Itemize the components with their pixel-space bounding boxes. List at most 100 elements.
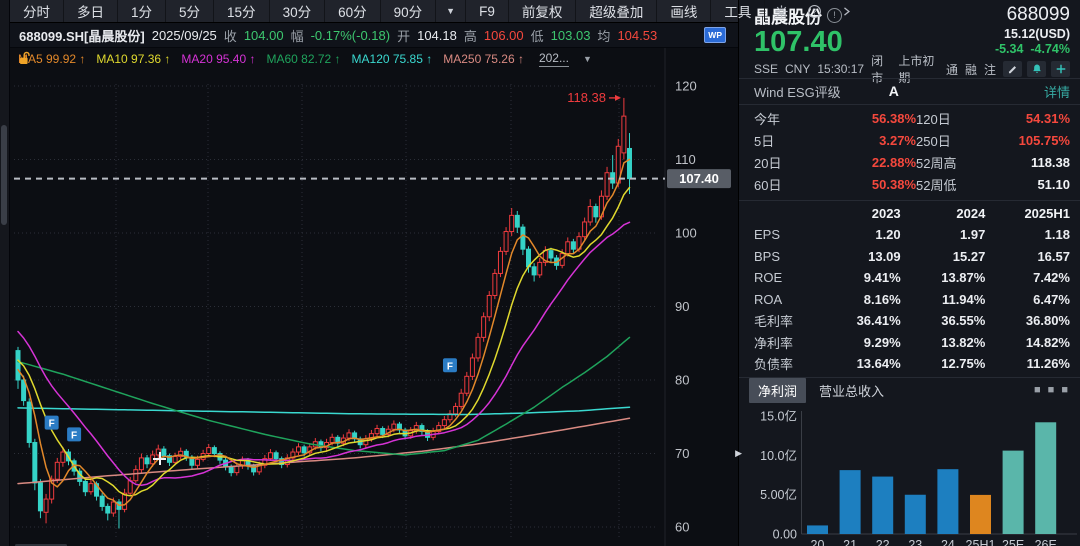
wind-wp-icon[interactable]: WP bbox=[704, 27, 726, 43]
candle bbox=[251, 465, 257, 473]
candle bbox=[15, 350, 21, 381]
chart-gridlines bbox=[14, 48, 666, 546]
toolbar-item-f9[interactable]: F9 bbox=[466, 0, 509, 22]
info-field: 均 bbox=[597, 28, 611, 44]
toolbar-item-分时[interactable]: 分时 bbox=[10, 0, 64, 22]
info-field: 688099.SH[晶晨股份] bbox=[19, 28, 145, 44]
esg-detail-link[interactable]: 详情 bbox=[1043, 84, 1070, 100]
bell-icon[interactable] bbox=[1027, 61, 1046, 77]
help-icon[interactable]: ? bbox=[798, 0, 831, 22]
quote-time: 15:30:17 bbox=[817, 62, 865, 76]
dividend-f-badge[interactable] bbox=[442, 358, 457, 373]
candle bbox=[267, 452, 273, 460]
toolbar-item-30分[interactable]: 30分 bbox=[270, 0, 326, 22]
candle bbox=[621, 115, 627, 154]
candle bbox=[26, 401, 32, 443]
info-field: 开 bbox=[397, 28, 411, 44]
gear-icon[interactable] bbox=[765, 0, 798, 22]
stat-value: 105.75% bbox=[1018, 133, 1070, 149]
high-annotation-label: 118.38 bbox=[567, 90, 606, 105]
toolbar-item-15分[interactable]: 15分 bbox=[214, 0, 270, 22]
more-menu-icon[interactable]: ■ ■ ■ bbox=[1033, 384, 1070, 397]
stat-value: 50.38% bbox=[871, 177, 916, 193]
stat-value: 22.88% bbox=[871, 155, 916, 171]
mini-x-label: 23 bbox=[908, 538, 922, 546]
candle bbox=[155, 448, 161, 456]
ma-legend-ma250: MA250 75.26 ↑ bbox=[443, 52, 524, 66]
fin-year-header: 2024 bbox=[956, 205, 986, 221]
ma-line bbox=[17, 406, 631, 416]
toolbar-item-1分[interactable]: 1分 bbox=[118, 0, 167, 22]
fin-year-header: 2023 bbox=[871, 205, 901, 221]
fin-value: 36.80% bbox=[1025, 313, 1070, 329]
fin-value: 36.41% bbox=[856, 313, 901, 329]
stat-label: 20日 bbox=[754, 156, 782, 172]
y-axis-label: 100 bbox=[675, 226, 697, 241]
info-field: 收 bbox=[223, 28, 237, 44]
candle bbox=[60, 451, 66, 463]
mini-bar bbox=[904, 494, 926, 534]
panel-collapse-arrow[interactable]: ▶ bbox=[735, 448, 742, 458]
info-field: 104.53 bbox=[617, 27, 658, 43]
date-range-selector[interactable]: 202... bbox=[538, 51, 569, 67]
candle bbox=[391, 423, 397, 430]
left-scrollbar-thumb[interactable] bbox=[1, 125, 7, 225]
exchange-label: SSE bbox=[754, 62, 779, 76]
toolbar-item-多日[interactable]: 多日 bbox=[64, 0, 118, 22]
dividend-f-badge-text: F bbox=[447, 361, 453, 372]
candle bbox=[49, 478, 55, 500]
candle bbox=[604, 172, 610, 197]
fin-value: 16.57 bbox=[1037, 248, 1070, 264]
fin-value: 11.26% bbox=[1026, 356, 1070, 372]
toolbar-item-5分[interactable]: 5分 bbox=[166, 0, 215, 22]
info-icon[interactable]: ! bbox=[827, 7, 842, 23]
candle bbox=[520, 226, 526, 250]
last-price: 107.40 bbox=[754, 26, 843, 58]
candle bbox=[464, 375, 470, 394]
toolbar-item-60分[interactable]: 60分 bbox=[325, 0, 381, 22]
dividend-f-badge[interactable] bbox=[67, 427, 82, 442]
dividend-f-badge[interactable] bbox=[44, 415, 59, 430]
tab-net-profit[interactable]: 净利润 bbox=[749, 377, 807, 403]
mini-x-label: 25E bbox=[1002, 538, 1024, 546]
toolbar-item-工具[interactable]: 工具 bbox=[711, 0, 766, 22]
range-dropdown-icon[interactable]: ▼ bbox=[582, 54, 592, 64]
fin-value: 13.82% bbox=[941, 334, 986, 350]
toolbar-item-画线[interactable]: 画线 bbox=[657, 0, 712, 22]
candle bbox=[374, 428, 380, 435]
info-field: 高 bbox=[463, 28, 477, 44]
stat-label: 120日 bbox=[916, 112, 951, 128]
horizontal-scrollbar[interactable] bbox=[15, 544, 67, 546]
candle bbox=[458, 392, 464, 407]
interval-dropdown-icon[interactable]: ▼ bbox=[436, 0, 467, 22]
toolbar-item-90分[interactable]: 90分 bbox=[381, 0, 437, 22]
y-axis-label: 120 bbox=[675, 79, 697, 94]
candle bbox=[582, 221, 588, 238]
mini-bar bbox=[839, 469, 861, 534]
candle bbox=[509, 214, 515, 233]
plus-icon[interactable] bbox=[1051, 61, 1070, 77]
candle bbox=[234, 465, 240, 474]
badge-zhu: 注 bbox=[983, 62, 996, 77]
market-status: 闭市 bbox=[871, 54, 884, 85]
candlestick-chart[interactable]: 107.40 120 110 100 90 80 70 60 118.38 F F F bbox=[10, 48, 738, 546]
ma-line bbox=[17, 336, 631, 456]
tab-total-revenue[interactable]: 营业总收入 bbox=[819, 383, 885, 399]
fin-value: 13.09 bbox=[868, 248, 901, 264]
toolbar-item-超级叠加[interactable]: 超级叠加 bbox=[576, 0, 658, 22]
candle bbox=[441, 419, 447, 427]
candle bbox=[368, 433, 374, 440]
svg-text:?: ? bbox=[813, 6, 818, 16]
toolbar-item-前复权[interactable]: 前复权 bbox=[509, 0, 577, 22]
usd-price: 15.12(USD) bbox=[1004, 27, 1070, 41]
currency-label: CNY bbox=[785, 62, 811, 76]
left-scrollbar[interactable] bbox=[0, 0, 10, 546]
fin-row-label: ROA bbox=[754, 291, 783, 307]
pencil-icon[interactable] bbox=[1003, 61, 1022, 77]
mini-x-label: 20 bbox=[811, 538, 825, 546]
esg-label: Wind ESG评级 bbox=[754, 84, 841, 100]
current-price-tag bbox=[667, 169, 731, 189]
chevron-right-icon[interactable] bbox=[831, 0, 862, 22]
candle bbox=[587, 206, 593, 223]
